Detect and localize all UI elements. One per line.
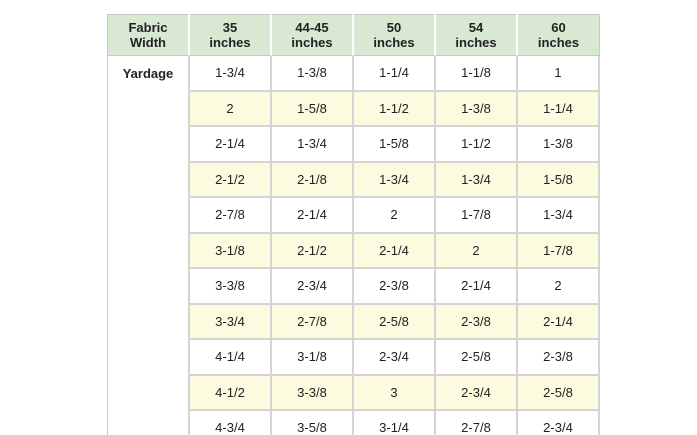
table-cell: 2-5/8: [518, 375, 600, 411]
table-cell: 2: [518, 269, 600, 305]
table-cell: 1-3/8: [518, 127, 600, 163]
table-row: 4-3/4 3-5/8 3-1/4 2-7/8 2-3/4: [107, 411, 600, 435]
table-cell: 2-1/2: [272, 233, 354, 269]
table-cell: 1: [518, 56, 600, 92]
table-cell: 1-3/4: [518, 198, 600, 234]
header-35-inches: 35 inches: [190, 14, 272, 56]
header-50-inches: 50 inches: [354, 14, 436, 56]
table-row: 4-1/2 3-3/8 3 2-3/4 2-5/8: [107, 375, 600, 411]
table-cell: 2-5/8: [354, 304, 436, 340]
yardage-table: Fabric Width 35 inches 44-45 inches 50 inche…: [107, 14, 600, 435]
table-row: 4-1/4 3-1/8 2-3/4 2-5/8 2-3/8: [107, 340, 600, 376]
table-cell: 1-1/2: [354, 91, 436, 127]
table-cell: 2-5/8: [436, 340, 518, 376]
table-cell: 1-7/8: [518, 233, 600, 269]
table-cell: 4-1/2: [190, 375, 272, 411]
table-cell: 1-1/2: [436, 127, 518, 163]
table-cell: 1-1/4: [518, 91, 600, 127]
table-cell: 1-3/4: [436, 162, 518, 198]
table-cell: 2-1/2: [190, 162, 272, 198]
table-cell: 2-1/4: [436, 269, 518, 305]
table-row: 2 1-5/8 1-1/2 1-3/8 1-1/4: [107, 91, 600, 127]
table-cell: 2: [436, 233, 518, 269]
table-cell: 1-3/8: [272, 56, 354, 92]
table-cell: 3-3/4: [190, 304, 272, 340]
table-cell: 2-3/8: [354, 269, 436, 305]
table-cell: 2: [190, 91, 272, 127]
table-cell: 2-1/8: [272, 162, 354, 198]
table-row: 2-1/4 1-3/4 1-5/8 1-1/2 1-3/8: [107, 127, 600, 163]
header-row: Fabric Width 35 inches 44-45 inches 50 inche…: [107, 14, 600, 56]
table-cell: 2: [354, 198, 436, 234]
table-cell: 3-5/8: [272, 411, 354, 435]
table-cell: 2-3/4: [354, 340, 436, 376]
table-cell: 2-1/4: [272, 198, 354, 234]
table-cell: 2-3/4: [272, 269, 354, 305]
table-row: 2-1/2 2-1/8 1-3/4 1-3/4 1-5/8: [107, 162, 600, 198]
header-44-45-inches: 44-45 inches: [272, 14, 354, 56]
table-cell: 2-7/8: [436, 411, 518, 435]
table-row: 2-7/8 2-1/4 2 1-7/8 1-3/4: [107, 198, 600, 234]
table-cell: 1-5/8: [272, 91, 354, 127]
table-cell: 1-3/8: [436, 91, 518, 127]
header-54-inches: 54 inches: [436, 14, 518, 56]
table-cell: 2-7/8: [272, 304, 354, 340]
table-cell: 3-3/8: [190, 269, 272, 305]
table-cell: 2-1/4: [354, 233, 436, 269]
table-cell: 2-3/4: [436, 375, 518, 411]
table-cell: 1-7/8: [436, 198, 518, 234]
table-cell: 2-3/4: [518, 411, 600, 435]
table-cell: 1-5/8: [354, 127, 436, 163]
table-cell: 2-1/4: [518, 304, 600, 340]
table-cell: 2-1/4: [190, 127, 272, 163]
table-cell: 3-1/8: [272, 340, 354, 376]
table-row: 3-3/8 2-3/4 2-3/8 2-1/4 2: [107, 269, 600, 305]
header-60-inches: 60 inches: [518, 14, 600, 56]
table-cell: 1-3/4: [190, 56, 272, 92]
table-cell: 1-1/8: [436, 56, 518, 92]
table-cell: 1-1/4: [354, 56, 436, 92]
table-row: Yardage 1-3/4 1-3/8 1-1/4 1-1/8 1: [107, 56, 600, 435]
row-label-yardage: Yardage: [107, 56, 190, 435]
table-cell: 1-3/4: [354, 162, 436, 198]
table-row: 3-1/8 2-1/2 2-1/4 2 1-7/8: [107, 233, 600, 269]
table-cell: 3-3/8: [272, 375, 354, 411]
table-cell: 3-1/8: [190, 233, 272, 269]
table-cell: 3-1/4: [354, 411, 436, 435]
table-cell: 3: [354, 375, 436, 411]
table-body: Yardage 1-3/4 1-3/8 1-1/4 1-1/8 1 2 1-5/8 1-1/2 1…: [107, 56, 600, 435]
table-cell: 1-3/4: [272, 127, 354, 163]
table-row: 3-3/4 2-7/8 2-5/8 2-3/8 2-1/4: [107, 304, 600, 340]
header-fabric-width: Fabric Width: [107, 14, 190, 56]
table-cell: 2-3/8: [436, 304, 518, 340]
table-cell: 2-7/8: [190, 198, 272, 234]
table-cell: 1-5/8: [518, 162, 600, 198]
table-cell: 4-3/4: [190, 411, 272, 435]
table-cell: 2-3/8: [518, 340, 600, 376]
table-cell: 4-1/4: [190, 340, 272, 376]
